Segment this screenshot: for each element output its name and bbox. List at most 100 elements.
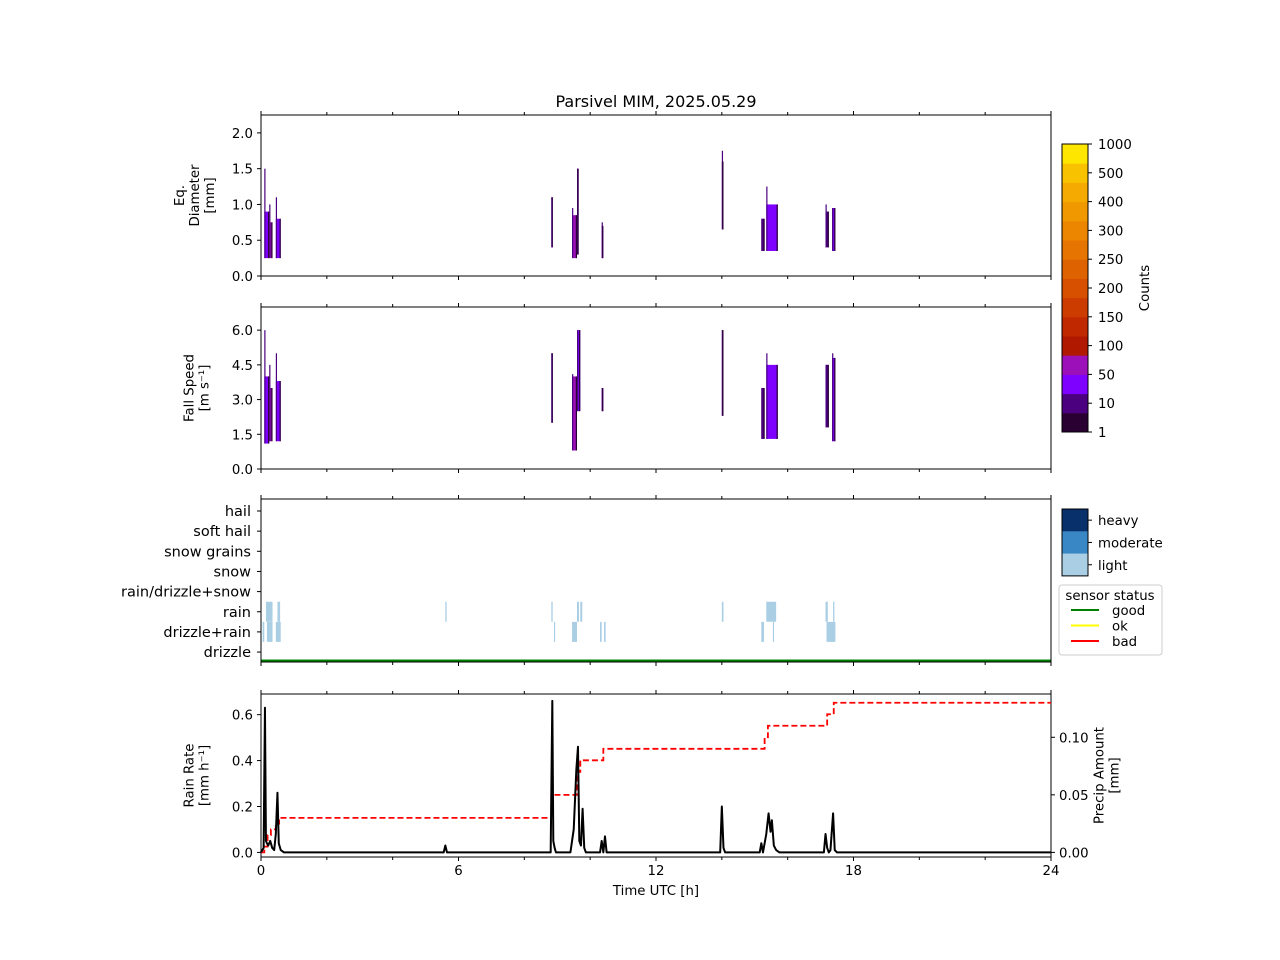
chart-title: Parsivel MIM, 2025.05.29 bbox=[555, 92, 756, 111]
heatmap-spike bbox=[572, 374, 574, 451]
heatmap-cell bbox=[264, 376, 270, 444]
heatmap-edge bbox=[279, 381, 281, 442]
y-tick-label: 1.5 bbox=[232, 163, 253, 178]
heatmap-edge bbox=[271, 388, 273, 442]
y2-axis-label: Precip Amount bbox=[1093, 727, 1108, 824]
colorbar-segment bbox=[1062, 163, 1088, 183]
colorbar-segment bbox=[1062, 182, 1088, 203]
y2-tick-label: 0.05 bbox=[1059, 789, 1089, 804]
heatmap-edge bbox=[776, 204, 778, 251]
heatmap-edge bbox=[579, 330, 581, 412]
y-tick-label: 2.0 bbox=[232, 127, 253, 142]
precip-type-cell bbox=[445, 601, 447, 622]
heatmap-spike bbox=[761, 218, 763, 251]
colorbar-tick-label: 400 bbox=[1098, 196, 1123, 211]
colorbar-segment bbox=[1062, 278, 1088, 299]
heatmap-cell bbox=[761, 388, 765, 439]
heatmap-cell bbox=[572, 376, 577, 451]
precip-type-cell bbox=[577, 601, 579, 622]
precip-type-cell bbox=[266, 621, 273, 642]
colorbar-segment bbox=[1062, 374, 1088, 395]
y2-tick-label: 0.10 bbox=[1059, 731, 1089, 746]
intensity-label: heavy bbox=[1098, 514, 1139, 529]
heatmap-cell bbox=[275, 381, 281, 442]
heatmap-spike bbox=[275, 197, 278, 259]
colorbar-tick-label: 150 bbox=[1098, 311, 1123, 326]
heatmap-cell bbox=[825, 364, 829, 428]
colorbar-tick-label: 500 bbox=[1098, 167, 1123, 182]
y-tick-label: 3.0 bbox=[232, 394, 253, 409]
heatmap-cell bbox=[275, 218, 281, 259]
y-axis-label: Diameter bbox=[188, 164, 203, 227]
x-tick-label: 24 bbox=[1043, 864, 1060, 879]
heatmap-spike bbox=[264, 168, 266, 259]
colorbar-segment bbox=[1062, 240, 1088, 260]
colorbar-label: Counts bbox=[1138, 265, 1153, 311]
colorbar-segment bbox=[1062, 144, 1088, 164]
category-label: snow grains bbox=[164, 544, 251, 560]
colorbar-tick-label: 300 bbox=[1098, 224, 1123, 239]
panel-1: 0.0 1.5 3.0 4.5 6.0 Fall Speed [m s⁻¹] bbox=[183, 303, 1052, 478]
colorbar-tick-label: 200 bbox=[1098, 282, 1123, 297]
precip-type-cell bbox=[721, 601, 724, 622]
heatmap-spike bbox=[832, 208, 834, 251]
status-legend-label: ok bbox=[1112, 620, 1128, 635]
precip-type-cell bbox=[603, 621, 606, 642]
y-axis-label: [m s⁻¹] bbox=[198, 365, 213, 412]
status-legend-label: bad bbox=[1112, 635, 1137, 650]
heatmap-edge bbox=[602, 388, 604, 412]
colorbar-segment bbox=[1062, 393, 1088, 414]
y-axis-label: Fall Speed bbox=[183, 354, 198, 422]
y-tick-label: 0.0 bbox=[232, 846, 253, 861]
y-tick-label: 0.2 bbox=[232, 800, 253, 815]
heatmap-edge bbox=[763, 218, 765, 251]
precip-amount-line bbox=[261, 701, 1051, 854]
heatmap-cell bbox=[269, 388, 273, 442]
category-label: rain/drizzle+snow bbox=[121, 585, 251, 601]
precip-type-cell bbox=[277, 601, 281, 622]
heatmap-cell bbox=[832, 208, 836, 251]
heatmap-edge bbox=[577, 168, 579, 255]
y-tick-label: 1.5 bbox=[232, 428, 253, 443]
heatmap-spike bbox=[275, 353, 278, 442]
colorbar-segment bbox=[1062, 259, 1088, 279]
intensity-label: moderate bbox=[1098, 536, 1163, 551]
heatmap-spike bbox=[766, 353, 768, 439]
heatmap-spike bbox=[825, 364, 827, 428]
heatmap-cell bbox=[269, 222, 273, 259]
colorbar-segment bbox=[1062, 316, 1088, 337]
y-tick-label: 6.0 bbox=[232, 324, 253, 339]
panel-1-frame bbox=[260, 306, 1052, 470]
colorbar-segment bbox=[1062, 201, 1088, 222]
intensity-label: light bbox=[1098, 559, 1127, 574]
precip-type-cell bbox=[826, 621, 836, 642]
precip-type-cell bbox=[275, 621, 281, 642]
precip-type-cell bbox=[761, 621, 764, 642]
heatmap-spike bbox=[269, 364, 271, 442]
heatmap-edge bbox=[575, 215, 577, 259]
heatmap-cell bbox=[577, 330, 581, 412]
intensity-frame bbox=[1061, 508, 1089, 577]
precip-type-cell bbox=[551, 601, 553, 622]
colorbar-segment bbox=[1062, 336, 1088, 356]
heatmap-edge bbox=[827, 211, 829, 248]
panel-3-frame bbox=[260, 693, 1052, 858]
precip-type-cell bbox=[825, 601, 828, 622]
colorbar-tick-label: 1000 bbox=[1098, 138, 1132, 153]
heatmap-spike bbox=[761, 388, 763, 439]
x-tick-label: 12 bbox=[648, 864, 665, 879]
status-legend-title: sensor status bbox=[1065, 589, 1154, 604]
panel-0-frame bbox=[260, 114, 1052, 277]
heatmap-edge bbox=[834, 357, 836, 442]
heatmap-edge bbox=[722, 161, 724, 230]
colorbar-tick-label: 50 bbox=[1098, 368, 1115, 383]
heatmap-edge bbox=[722, 330, 724, 416]
heatmap-edge bbox=[575, 376, 577, 451]
precip-type-cell bbox=[772, 621, 775, 642]
colorbar-tick-label: 10 bbox=[1098, 397, 1115, 412]
y-tick-label: 4.5 bbox=[232, 359, 253, 374]
heatmap-edge bbox=[271, 222, 273, 259]
category-label: drizzle+rain bbox=[163, 625, 251, 641]
heatmap-cell bbox=[825, 211, 829, 248]
